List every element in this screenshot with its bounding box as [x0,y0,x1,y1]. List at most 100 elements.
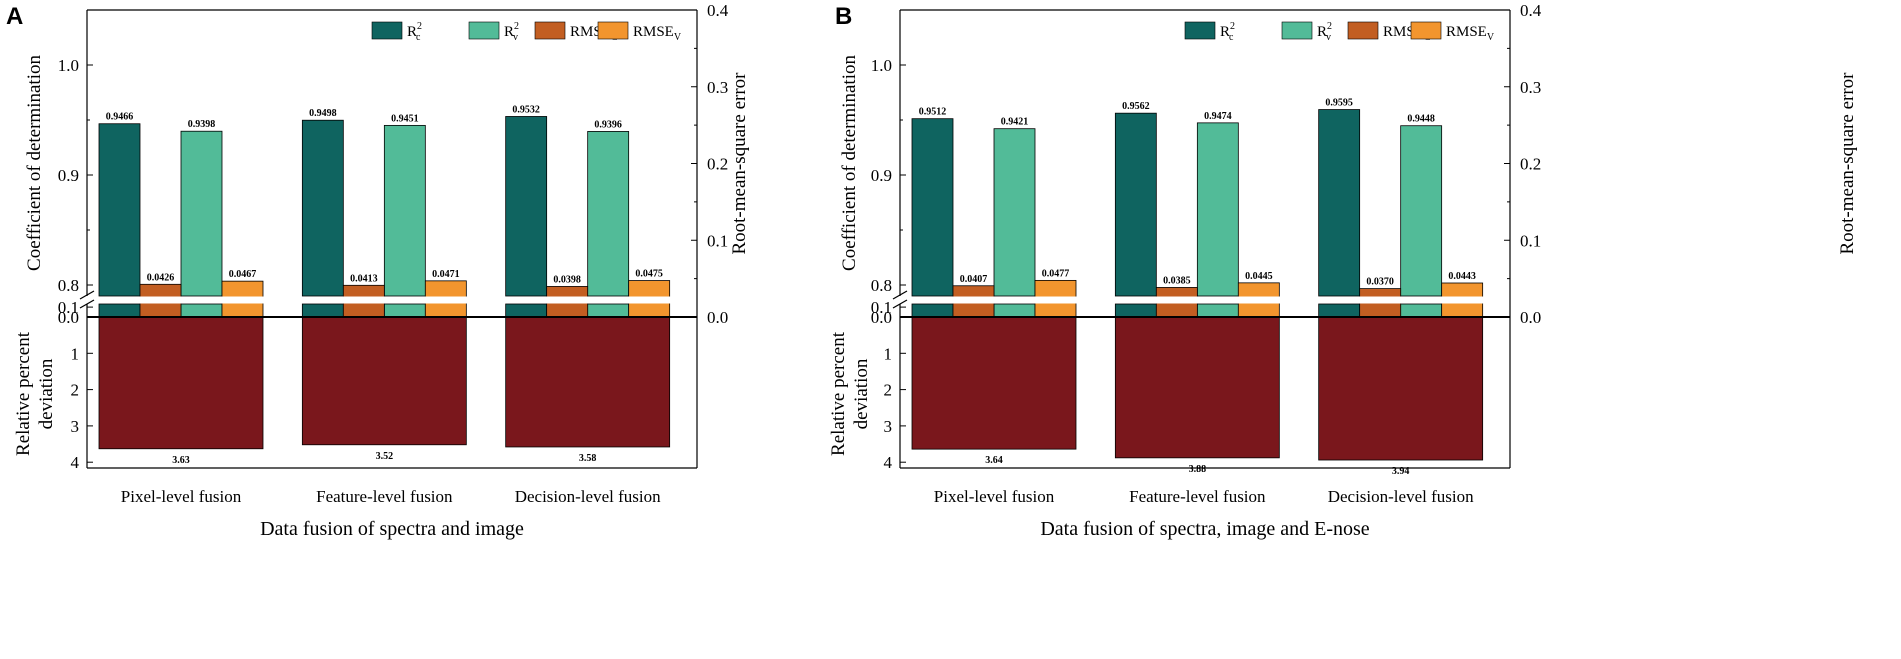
data-label-rmsev-3: 0.0475 [635,269,663,280]
right-tick-label-2: 0.1 [707,231,728,250]
left-tick-label-upper-3: 1.0 [871,56,892,75]
bar-rpd-2 [301,316,467,446]
data-label-rv2-3: 0.9448 [1407,114,1435,125]
right-tick-label-5: 0.4 [707,1,729,20]
legend-label-rmsev: RMSEV [1446,24,1495,43]
bar-rc2-lower-1 [911,303,954,318]
data-label-rc2-1: 0.9512 [919,107,947,118]
right-tick-label-3: 0.2 [1520,155,1541,174]
bar-rc2-1 [98,123,141,297]
bar-rv2-lower-1 [993,303,1036,318]
legend-swatch-rc2 [371,21,403,40]
legend-label-rc2: R2 c [407,21,422,43]
legend-label-sub: v [513,32,518,43]
data-label-rv2-1: 0.9421 [1001,117,1029,128]
left-tick-label-upper-2: 0.9 [871,166,892,185]
bar-rv2-1 [993,128,1036,297]
bar-rv2-lower-2 [383,303,426,318]
data-label-rc2-3: 0.9532 [512,104,540,115]
break-mark-lower [892,299,908,309]
data-label-rpd-3: 3.94 [1392,466,1410,477]
bar-rv2-3 [587,131,630,297]
y-axis-label-upper: Coefficient of determination [24,55,45,271]
legend-label-sub: V [674,32,682,43]
data-label-rpd-1: 3.63 [172,455,190,466]
bar-rv2-lower-3 [587,303,630,318]
data-label-rmsec-3: 0.0398 [553,274,581,285]
bar-rv2-lower-1 [180,303,223,318]
data-label-rc2-3: 0.9595 [1325,98,1353,109]
left-tick-label-upper-1: 0.8 [871,276,892,295]
right-tick-label-1: 0.0 [1520,308,1541,327]
y-axis-label-right: Root-mean-square error [1837,72,1858,255]
bar-rpd-3 [505,316,671,448]
data-label-rmsev-2: 0.0445 [1245,271,1273,282]
left-tick-label-upper-3: 1.0 [58,56,79,75]
legend-label-rc2: R2 c [1220,21,1235,43]
data-label-rc2-2: 0.9562 [1122,101,1150,112]
y-axis-label-lower-line2: deviation [36,358,57,429]
left-tick-label-lower-1: 0.0 [871,308,892,327]
x-tick-label-1: Pixel-level fusion [934,487,1055,506]
bar-rv2-2 [383,124,426,297]
x-tick-label-1: Pixel-level fusion [121,487,242,506]
data-label-rv2-2: 0.9474 [1204,111,1232,122]
legend-swatch-rmsev [597,21,629,40]
bar-rc2-2 [1114,112,1157,297]
data-label-rmsev-1: 0.0477 [1042,268,1070,279]
break-mark-upper [79,290,95,300]
bar-rv2-1 [180,130,223,297]
rpd-tick-label-4: 4 [71,453,80,472]
x-tick-label-3: Decision-level fusion [1328,487,1474,506]
rpd-tick-label-3: 3 [71,417,80,436]
bar-rc2-3 [505,116,548,297]
data-label-rmsec-1: 0.0407 [960,274,988,285]
rpd-tick-label-2: 2 [884,381,893,400]
legend-label-rv2: R2 v [1317,21,1332,43]
legend-label-rmsev: RMSEV [633,24,682,43]
left-tick-label-upper-1: 0.8 [58,276,79,295]
y-axis-label-lower-line1: Relative percent [13,331,34,456]
panel-label: B [835,3,852,30]
data-label-rpd-2: 3.52 [376,451,394,462]
axis-break-gap [888,296,1510,304]
right-tick-label-2: 0.1 [1520,231,1541,250]
data-label-rmsev-2: 0.0471 [432,269,460,280]
right-tick-label-4: 0.3 [707,78,728,97]
data-label-rmsec-2: 0.0385 [1163,275,1191,286]
x-axis-label: Data fusion of spectra, image and E-nose [1040,518,1369,540]
bar-rc2-lower-2 [301,303,344,318]
y-axis-label-right: Root-mean-square error [729,72,750,255]
data-label-rmsev-1: 0.0467 [229,269,257,280]
rpd-tick-label-3: 3 [884,417,893,436]
left-tick-label-upper-2: 0.9 [58,166,79,185]
legend-label-rv2: R2 v [504,21,519,43]
legend-swatch-rv2 [1281,21,1313,40]
bar-rc2-2 [301,119,344,297]
legend-label-main: RMSE [1446,24,1487,40]
rpd-tick-label-1: 1 [71,344,80,363]
bar-rv2-lower-3 [1400,303,1443,318]
bar-rv2-lower-2 [1196,303,1239,318]
left-tick-label-lower-1: 0.0 [58,308,79,327]
data-label-rmsev-3: 0.0443 [1448,271,1476,282]
bar-rc2-lower-2 [1114,303,1157,318]
left-tick-label-lower-2: 0.1 [871,298,892,317]
bar-rv2-2 [1196,122,1239,297]
legend-swatch-rmsec [534,21,566,40]
legend-label-sub: V [1487,32,1495,43]
bar-rc2-lower-1 [98,303,141,318]
bar-rpd-2 [1114,316,1280,459]
y-axis-label-lower-line2: deviation [851,358,872,429]
legend-label-main: RMSE [633,24,674,40]
data-label-rpd-2: 3.88 [1189,464,1207,475]
x-tick-label-2: Feature-level fusion [316,487,453,506]
legend-label-sub: v [1326,32,1331,43]
legend-label-sup: 2 [1327,21,1332,32]
data-label-rmsec-2: 0.0413 [350,273,378,284]
x-tick-label-2: Feature-level fusion [1129,487,1266,506]
bar-rc2-lower-3 [505,303,548,318]
right-tick-label-1: 0.0 [707,308,728,327]
bar-rpd-1 [911,316,1077,450]
